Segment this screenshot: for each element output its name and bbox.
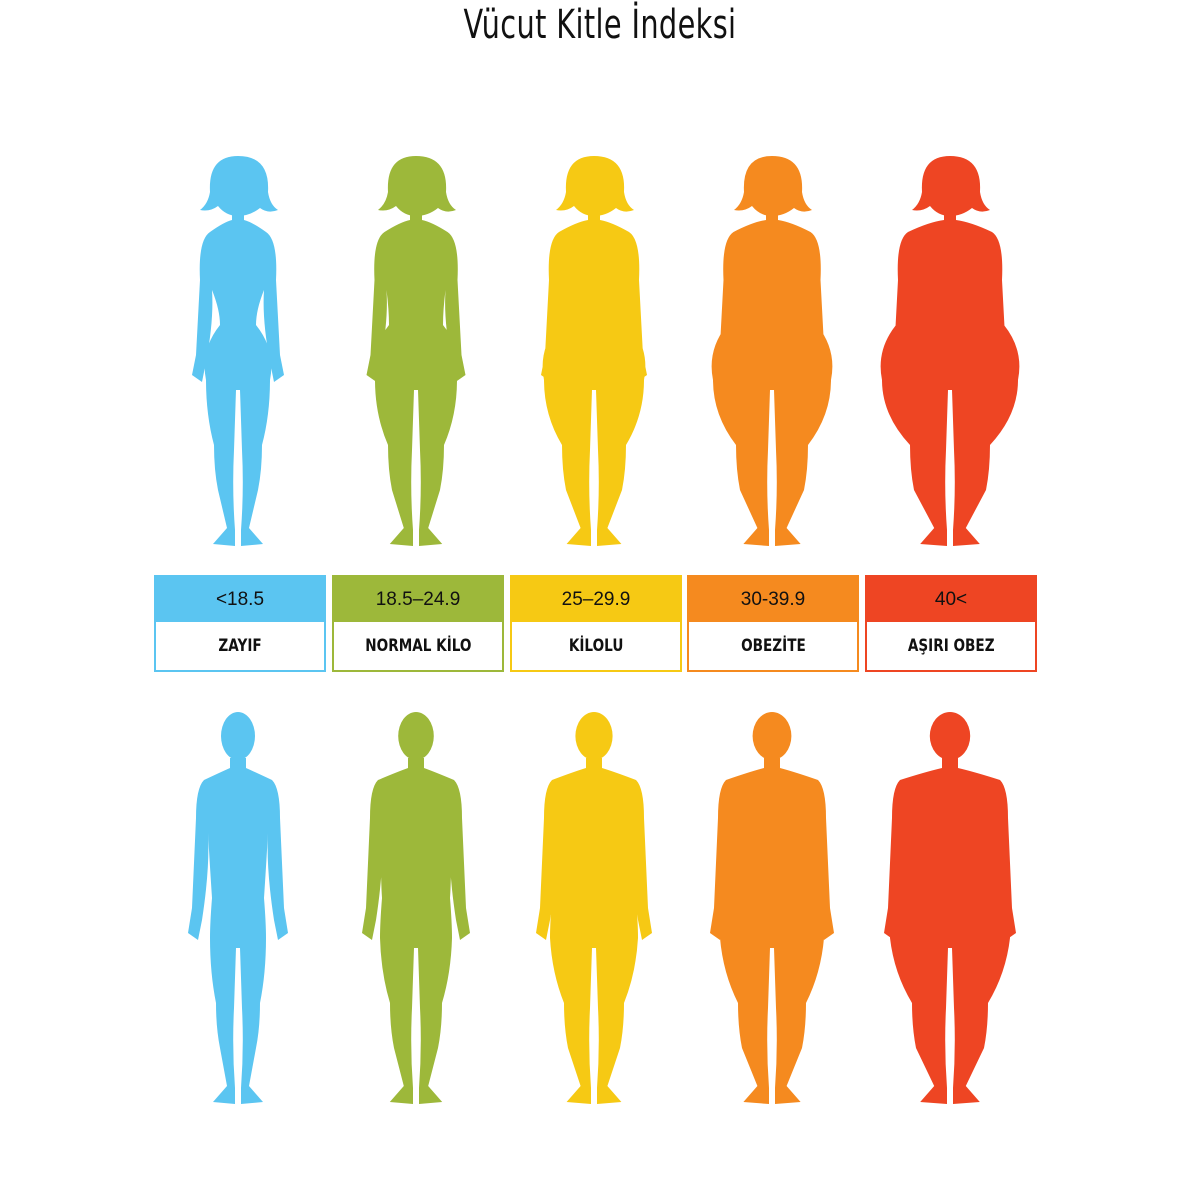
bmi-label: KİLOLU xyxy=(512,622,680,670)
female-silhouette-icon xyxy=(366,156,466,546)
bmi-label: ZAYIF xyxy=(156,622,324,670)
head-shape xyxy=(752,712,792,760)
body-shape xyxy=(366,212,466,546)
body-shape xyxy=(710,758,834,1104)
bmi-category-1: 18.5–24.9 NORMAL KİLO xyxy=(332,575,504,672)
hair-shape xyxy=(556,156,634,216)
head-shape xyxy=(575,712,613,760)
male-figures-row xyxy=(0,708,1200,1118)
female-figure-overweight xyxy=(504,150,684,560)
male-figure-overweight xyxy=(504,708,684,1118)
male-figure-normal xyxy=(326,708,506,1118)
male-figure-obese xyxy=(682,708,862,1118)
bmi-label: OBEZİTE xyxy=(689,622,857,670)
bmi-label-text: KİLOLU xyxy=(568,636,624,656)
male-figure-underweight xyxy=(148,708,328,1118)
body-shape xyxy=(362,758,470,1104)
bmi-label-text: OBEZİTE xyxy=(740,636,806,656)
page-title: Vücut Kitle İndeksi xyxy=(463,2,737,48)
female-figure-obese xyxy=(682,150,862,560)
body-shape xyxy=(192,212,284,546)
body-shape xyxy=(536,758,652,1104)
male-silhouette-icon xyxy=(536,712,652,1104)
bmi-range: 40< xyxy=(867,577,1035,622)
male-silhouette-icon xyxy=(884,712,1016,1104)
female-figure-normal xyxy=(326,150,506,560)
bmi-category-2: 25–29.9 KİLOLU xyxy=(510,575,682,672)
female-figures-row xyxy=(0,150,1200,560)
bmi-range: 25–29.9 xyxy=(512,577,680,622)
female-silhouette-icon xyxy=(192,156,284,546)
bmi-label-text: NORMAL KİLO xyxy=(364,636,472,656)
body-shape xyxy=(541,212,647,546)
bmi-scale: <18.5 ZAYIF 18.5–24.9 NORMAL KİLO 25–29.… xyxy=(0,575,1200,672)
bmi-label: NORMAL KİLO xyxy=(334,622,502,670)
female-silhouette-icon xyxy=(880,156,1020,546)
hair-shape xyxy=(378,156,456,216)
male-figure-extremely-obese xyxy=(860,708,1040,1118)
male-silhouette-icon xyxy=(362,712,470,1104)
bmi-category-3: 30-39.9 OBEZİTE xyxy=(687,575,859,672)
hair-shape xyxy=(200,156,278,216)
body-shape xyxy=(188,758,288,1104)
head-shape xyxy=(398,712,434,760)
male-silhouette-icon xyxy=(710,712,834,1104)
bmi-category-0: <18.5 ZAYIF xyxy=(154,575,326,672)
body-shape xyxy=(711,212,833,546)
body-shape xyxy=(884,758,1016,1104)
bmi-label: AŞIRI OBEZ xyxy=(867,622,1035,670)
female-silhouette-icon xyxy=(541,156,647,546)
female-silhouette-icon xyxy=(711,156,833,546)
hair-shape xyxy=(912,156,990,216)
bmi-range: 30-39.9 xyxy=(689,577,857,622)
female-figure-underweight xyxy=(148,150,328,560)
hair-shape xyxy=(734,156,812,216)
female-figure-extremely-obese xyxy=(860,150,1040,560)
male-silhouette-icon xyxy=(188,712,288,1104)
bmi-range: 18.5–24.9 xyxy=(334,577,502,622)
bmi-range: <18.5 xyxy=(156,577,324,622)
bmi-label-text: ZAYIF xyxy=(218,636,262,656)
body-shape xyxy=(880,212,1020,546)
bmi-category-4: 40< AŞIRI OBEZ xyxy=(865,575,1037,672)
head-shape xyxy=(221,712,255,760)
head-shape xyxy=(929,712,971,760)
bmi-label-text: AŞIRI OBEZ xyxy=(907,636,995,656)
